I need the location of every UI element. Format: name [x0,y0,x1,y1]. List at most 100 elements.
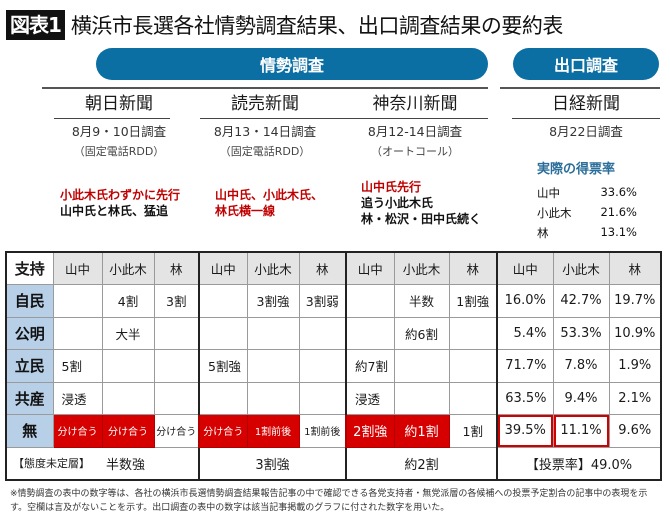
table-cell: 10.9% [608,316,662,350]
headline-line: 山中氏と林氏、猛追 [60,204,169,218]
candidate-header: 林 [608,251,662,285]
candidate-header: 小此木 [393,251,450,285]
table-cell [153,381,200,415]
candidate-name: 山中 [537,186,560,200]
table-row: 共産 浸透 浸透 63.5% 9.4% 2.1% [5,381,662,415]
table-cell [448,381,498,415]
table-cell [52,284,103,318]
table-cell: 7.8% [552,349,610,383]
divider [200,118,340,119]
party-label: 自民 [5,284,54,318]
table-cell [448,316,498,350]
paper-date: 8月9・10日調査 [71,124,167,139]
figure-badge: 図表1 [6,10,65,40]
headline-line: 山中氏、小此木氏、 [215,188,324,202]
table-cell [345,316,395,350]
table-cell: 1割前後 [298,414,347,448]
summary-table: 支持 山中 小此木 林 山中 小此木 林 山中 小此木 林 山中 小此木 林 自… [5,251,662,481]
table-cell-highlight: 約1割 [393,414,450,448]
actual-vote-row: 山中 33.6% [537,185,637,201]
candidate-header: 林 [153,251,200,285]
table-cell: 分け合う [153,414,200,448]
actual-vote-row: 林 13.1% [537,225,637,241]
paper-method: （オートコール） [371,145,459,158]
divider [54,118,170,119]
table-cell: 約7割 [345,349,395,383]
table-cell: 半数 [393,284,450,318]
table-cell [198,381,248,415]
table-cell: 約6割 [393,316,450,350]
paper-date: 8月12‐14日調査 [367,124,463,139]
paper-method: （固定電話RDD） [219,145,311,158]
candidate-header: 小此木 [246,251,300,285]
headline-kanagawa: 山中氏先行 追う小此木氏 林・松沢・田中氏続く [361,179,481,227]
table-cell [393,381,450,415]
table-cell [448,349,498,383]
table-cell: 63.5% [496,381,554,415]
vote-share: 13.1% [600,225,637,239]
paper-method: （固定電話RDD） [73,145,165,158]
undecided-label: 【態度未定層】 [5,446,102,480]
table-cell [101,349,155,383]
paper-nikkei: 日経新聞 8月22日調査 [512,91,660,140]
table-cell [345,284,395,318]
header-row: 支持 山中 小此木 林 山中 小此木 林 山中 小此木 林 山中 小此木 林 [5,251,662,285]
section-survey-pill: 情勢調査 [96,48,488,80]
party-label: 立民 [5,349,54,383]
candidate-name: 林 [537,226,549,240]
headline-line: 林氏横一線 [215,204,276,218]
table-cell: 42.7% [552,284,610,318]
headline-line: 追う小此木氏 [361,196,434,210]
headline-asahi: 小此木氏わずかに先行 山中氏と林氏、猛追 [60,187,180,219]
paper-asahi: 朝日新聞 8月9・10日調査 （固定電話RDD） [54,91,184,159]
table-cell: 5割強 [198,349,248,383]
headline-yomiuri: 山中氏、小此木氏、 林氏横一線 [215,187,323,219]
table-cell: 浸透 [345,381,395,415]
candidate-header: 林 [298,251,347,285]
paper-name: 神奈川新聞 [372,94,458,114]
table-cell: 2.1% [608,381,662,415]
table-cell [246,316,300,350]
party-label: 共産 [5,381,54,415]
candidate-header: 山中 [345,251,395,285]
table-cell: 3割 [153,284,200,318]
table-cell: 9.4% [552,381,610,415]
table-cell: 9.6% [608,414,662,448]
table-cell [153,316,200,350]
vote-share: 21.6% [600,205,637,219]
candidate-header: 林 [448,251,498,285]
table-cell [101,381,155,415]
paper-kanagawa: 神奈川新聞 8月12‐14日調査 （オートコール） [350,91,480,159]
party-label: 公明 [5,316,54,350]
corner-cell: 支持 [5,251,54,285]
headline-line: 山中氏先行 [361,180,422,194]
table-row: 自民 4割 3割 3割強 3割弱 半数 1割強 16.0% 42.7% 19.7… [5,284,662,318]
paper-date: 8月22日調査 [549,124,623,139]
divider [512,118,660,119]
actual-vote-title: 実際の得票率 [537,162,616,177]
table-cell [298,381,347,415]
turnout: 【投票率】49.0% [496,446,662,480]
table-cell [52,316,103,350]
candidate-header: 山中 [496,251,554,285]
table-cell: 19.7% [608,284,662,318]
footer-row: 【態度未定層】 半数強 3割強 約2割 【投票率】49.0% [5,446,662,480]
table-cell: 1割 [448,414,498,448]
candidate-header: 山中 [198,251,248,285]
undecided-kanagawa: 約2割 [345,446,498,480]
table-cell-highlight: 2割強 [345,414,395,448]
paper-yomiuri: 読売新聞 8月13・14日調査 （固定電話RDD） [200,91,330,159]
headline-line: 小此木氏わずかに先行 [60,188,181,202]
section-exit-poll-pill: 出口調査 [513,48,659,80]
table-cell: 1.9% [608,349,662,383]
divider [340,118,488,119]
table-cell [298,349,347,383]
table-cell [198,316,248,350]
paper-name: 読売新聞 [231,94,299,114]
candidate-header: 小此木 [101,251,155,285]
table-cell [393,349,450,383]
table-cell [298,316,347,350]
party-label: 無 [5,414,54,448]
table-cell-highlight: 1割前後 [246,414,300,448]
table-cell: 3割弱 [298,284,347,318]
